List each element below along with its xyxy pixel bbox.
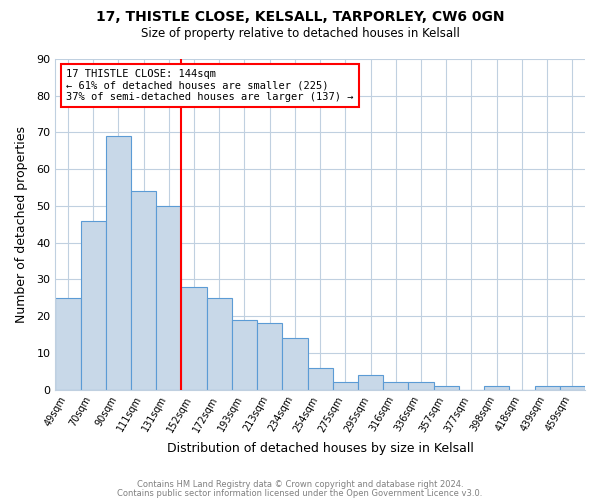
Bar [80,220,106,390]
Text: Size of property relative to detached houses in Kelsall: Size of property relative to detached ho… [140,28,460,40]
Bar [434,386,459,390]
Bar [55,298,80,390]
Bar [333,382,358,390]
Bar [560,386,585,390]
Bar [156,206,181,390]
Bar [181,286,206,390]
X-axis label: Distribution of detached houses by size in Kelsall: Distribution of detached houses by size … [167,442,473,455]
Bar [358,375,383,390]
Y-axis label: Number of detached properties: Number of detached properties [15,126,28,323]
Bar [535,386,560,390]
Text: Contains public sector information licensed under the Open Government Licence v3: Contains public sector information licen… [118,488,482,498]
Bar [106,136,131,390]
Text: 17, THISTLE CLOSE, KELSALL, TARPORLEY, CW6 0GN: 17, THISTLE CLOSE, KELSALL, TARPORLEY, C… [96,10,504,24]
Bar [383,382,409,390]
Bar [131,191,156,390]
Text: 17 THISTLE CLOSE: 144sqm
← 61% of detached houses are smaller (225)
37% of semi-: 17 THISTLE CLOSE: 144sqm ← 61% of detach… [66,69,353,102]
Bar [257,324,283,390]
Bar [308,368,333,390]
Bar [206,298,232,390]
Text: Contains HM Land Registry data © Crown copyright and database right 2024.: Contains HM Land Registry data © Crown c… [137,480,463,489]
Bar [283,338,308,390]
Bar [409,382,434,390]
Bar [484,386,509,390]
Bar [232,320,257,390]
